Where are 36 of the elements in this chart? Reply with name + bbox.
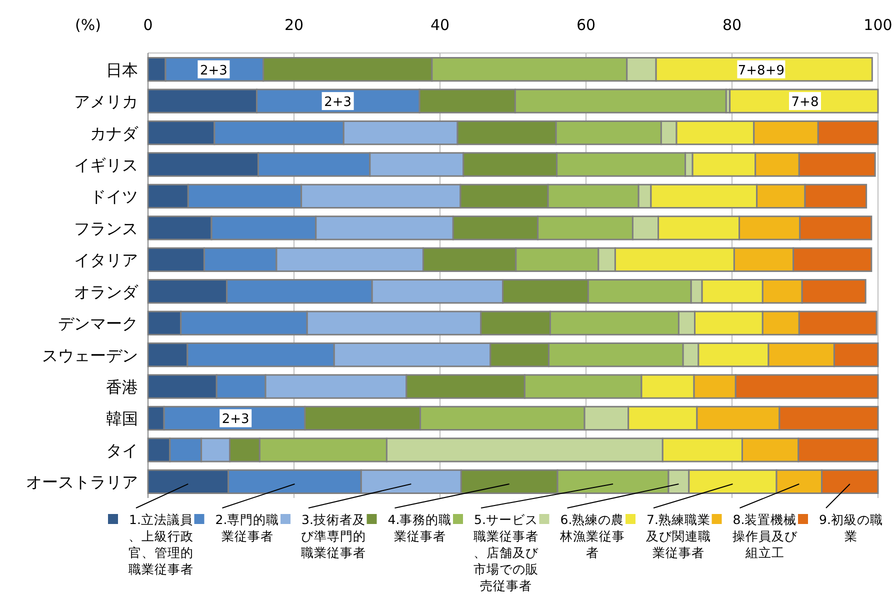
legend-label: 2.専門的職業従事者 <box>215 512 280 544</box>
x-tick-label: 100 <box>864 16 892 34</box>
legend-label: 8.装置機械操作員及び組立工 <box>732 512 798 560</box>
annotation: 2+3 <box>324 95 352 110</box>
legend-label: 6.熟練の農林漁業従事者 <box>558 512 625 560</box>
annotation: 2+3 <box>200 63 228 78</box>
annotation: 7+8 <box>791 95 819 110</box>
y-tick-label: オランダ <box>74 282 139 302</box>
legend-label: 3.技術者及び準専門的職業従事者 <box>301 512 366 560</box>
y-tick-label: フランス <box>74 218 138 238</box>
legend-label: 7.熟練職業及び関連職業従事者 <box>646 512 711 560</box>
y-tick-label: 韓国 <box>106 409 138 428</box>
y-tick-label: タイ <box>106 440 138 460</box>
y-tick-label: 日本 <box>106 60 138 80</box>
x-tick-label: 0 <box>143 16 153 34</box>
y-tick-label: ドイツ <box>90 187 138 206</box>
legend-label: 5.サービス職業従事者、店舗及び市場での販売従事者 <box>474 512 540 593</box>
y-tick-label: デンマーク <box>58 314 138 334</box>
x-tick-label: 60 <box>576 16 596 34</box>
x-tick-label: 80 <box>722 16 742 34</box>
y-tick-label: イタリア <box>74 250 138 270</box>
x-tick-label: 20 <box>284 16 304 34</box>
y-tick-label: オーストラリア <box>26 472 138 492</box>
y-tick-label: カナダ <box>90 124 139 143</box>
annotation: 2+3 <box>222 412 250 428</box>
legend-label: 4.事務的職業従事者 <box>388 512 452 544</box>
y-tick-label: アメリカ <box>74 92 138 112</box>
annotation: 7+8+9 <box>738 63 785 78</box>
legend-label: 9.初級の職業 <box>819 512 883 544</box>
x-tick-label: 40 <box>430 16 450 34</box>
y-tick-label: スウェーデン <box>42 346 138 365</box>
y-tick-label: 香港 <box>106 378 138 397</box>
x-axis-title: (%) <box>75 16 101 34</box>
y-tick-label: イギリス <box>74 155 138 174</box>
legend-label: 1.立法議員、上級行政官、管理的職業従事者 <box>128 512 194 576</box>
bar <box>729 88 879 114</box>
